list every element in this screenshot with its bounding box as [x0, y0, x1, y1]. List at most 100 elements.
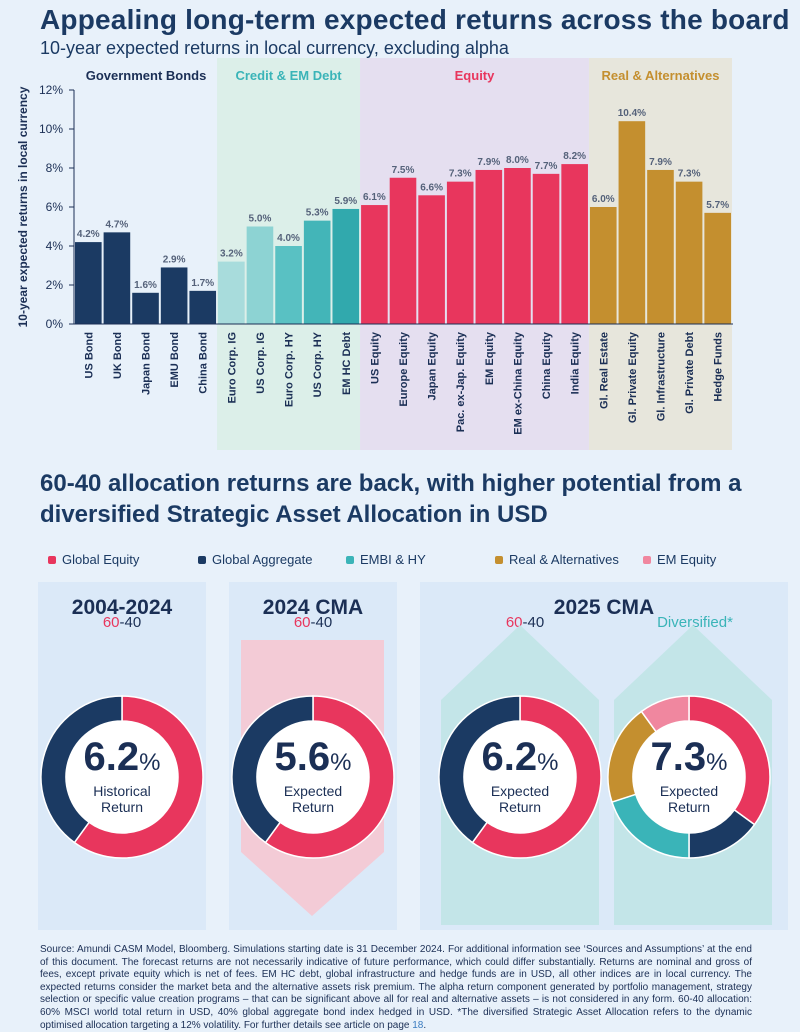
legend-item-embi-hy: EMBI & HY — [346, 552, 426, 567]
panel-subtitle: 60-40 — [229, 614, 397, 631]
donut-line1: Historical — [93, 783, 151, 799]
donut-value: 7.3 — [650, 735, 707, 779]
data-label: 1.7% — [191, 278, 214, 289]
donut-value-line: 6.2% — [438, 737, 602, 783]
donut-center: 7.3% Expected Return — [607, 737, 771, 815]
data-label: 4.2% — [77, 229, 100, 240]
donut-pct: % — [537, 749, 559, 776]
legend-label: EMBI & HY — [360, 552, 426, 567]
category-label: EM Equity — [484, 331, 496, 385]
category-label: Pac. ex-Jap. Equity — [455, 331, 467, 432]
legend-swatch — [48, 555, 56, 564]
bar — [675, 181, 703, 324]
data-label: 7.7% — [535, 161, 558, 172]
bar — [218, 261, 245, 324]
category-label: Gl. Infrastructure — [655, 332, 667, 421]
bar — [475, 169, 503, 324]
data-label: 4.7% — [106, 219, 129, 230]
page-link[interactable]: 18 — [412, 1019, 424, 1031]
category-label: Japan Bond — [141, 332, 153, 395]
donut-center-disk — [633, 721, 745, 833]
category-label: Gl. Private Equity — [627, 331, 639, 423]
legend-label: Real & Alternatives — [509, 552, 619, 567]
donut-2025-diversified: 7.3% Expected Return — [607, 695, 771, 859]
group-label: Government Bonds — [86, 68, 207, 83]
bar — [618, 121, 646, 324]
data-label: 7.5% — [392, 165, 415, 176]
y-axis-label: 10-year expected returns in local curren… — [16, 86, 30, 327]
data-label: 6.0% — [592, 194, 615, 205]
bar — [647, 169, 674, 324]
bar — [160, 267, 188, 324]
bar — [589, 207, 617, 324]
equity-share: 60 — [293, 614, 311, 631]
donut-slice — [471, 695, 602, 859]
bond-share: 40 — [124, 614, 142, 631]
panel-title: 2025 CMA — [553, 596, 655, 619]
donut-ring — [438, 695, 602, 859]
data-label: 10.4% — [618, 108, 646, 119]
bar — [275, 246, 302, 324]
data-label: 8.0% — [506, 155, 529, 166]
donut-line1: Expected — [283, 783, 343, 799]
data-label: 7.3% — [449, 169, 472, 180]
category-label: Gl. Private Debt — [684, 332, 696, 414]
bar — [418, 195, 445, 324]
category-label: Euro Corp. HY — [284, 331, 296, 407]
legend-label: EM Equity — [657, 552, 717, 567]
legend-swatch — [495, 555, 503, 564]
data-label: 7.3% — [678, 169, 701, 180]
legend-item-em-equity: EM Equity — [643, 552, 716, 567]
donut-pct: % — [706, 749, 728, 776]
y-tick-label: 12% — [39, 83, 63, 97]
bar — [246, 226, 274, 324]
y-tick-label: 0% — [46, 317, 64, 331]
donut-2024: 5.6% Expected Return — [231, 695, 395, 859]
page-subtitle: 10-year expected returns in local curren… — [40, 38, 509, 58]
y-tick-label: 4% — [46, 239, 64, 253]
category-label: US Corp. HY — [312, 331, 324, 397]
footer-text: Source: Amundi CASM Model, Bloomberg. Si… — [40, 944, 752, 1031]
category-label: Hedge Funds — [713, 332, 725, 402]
data-label: 4.0% — [277, 233, 300, 244]
category-label: US Equity — [369, 331, 381, 384]
donut-value-line: 5.6% — [231, 737, 395, 783]
donut-slice — [73, 695, 204, 859]
data-label: 2.9% — [163, 254, 186, 265]
bar — [389, 177, 417, 324]
bar — [446, 181, 474, 324]
bar — [132, 292, 159, 324]
expected-returns-bar-chart: Government Bonds Credit & EM Debt Equity Re… — [16, 58, 733, 450]
donut-ring — [231, 695, 395, 859]
section-title: 60-40 allocation returns are back, with … — [40, 470, 742, 528]
donut-line2: Return — [100, 799, 144, 815]
data-label: 7.9% — [477, 157, 500, 168]
category-label: Gl. Real Estate — [598, 332, 610, 409]
bar — [303, 220, 331, 324]
data-label: 5.0% — [249, 214, 272, 225]
legend-label: Global Aggregate — [212, 552, 313, 567]
category-label: Euro Corp. IG — [226, 332, 238, 404]
y-tick-label: 2% — [46, 278, 64, 292]
y-tick-label: 8% — [46, 161, 64, 175]
panel-subtitle: 60-40 — [38, 614, 206, 631]
allocation-legend: Global Equity Global Aggregate EMBI & HY… — [0, 552, 800, 570]
donut-value: 6.2 — [481, 735, 538, 779]
donut-slice — [264, 695, 395, 859]
donut-value-line: 7.3% — [607, 737, 771, 783]
category-label: Europe Equity — [398, 331, 410, 406]
bar — [532, 173, 560, 324]
donut-line2: Return — [498, 799, 542, 815]
donut-slice — [438, 695, 521, 844]
y-tick-label: 10% — [39, 122, 63, 136]
category-label: India Equity — [570, 331, 582, 394]
panel-title: 2024 CMA — [262, 596, 364, 619]
category-label: US Corp. IG — [255, 332, 267, 394]
data-label: 8.2% — [563, 151, 586, 162]
equity-share: 60 — [102, 614, 120, 631]
legend-item-real-alternatives: Real & Alternatives — [495, 552, 619, 567]
bar — [75, 242, 102, 324]
donut-line1: Expected — [659, 783, 719, 799]
data-label: 5.3% — [306, 208, 329, 219]
